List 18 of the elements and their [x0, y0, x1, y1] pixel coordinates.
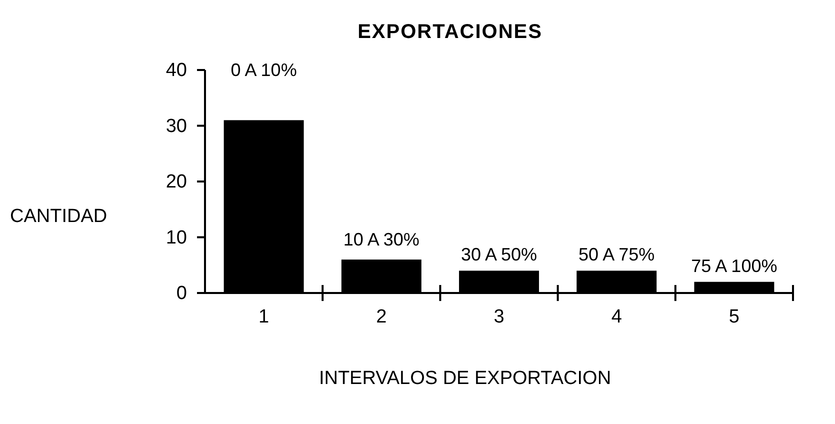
- x-tick-label: 4: [611, 306, 622, 328]
- y-tick-label: 0: [176, 283, 187, 304]
- y-tick-label: 30: [166, 116, 187, 137]
- x-tick-label: 2: [376, 306, 387, 328]
- y-tick-label: 10: [166, 227, 187, 248]
- annotation: 50 A 75%: [578, 244, 655, 265]
- chart-title: EXPORTACIONES: [358, 21, 542, 43]
- y-tick-label: 20: [166, 172, 187, 193]
- y-tick-label: 40: [166, 60, 187, 82]
- annotation: 30 A 50%: [460, 244, 538, 265]
- annotation: 0 A 10%: [230, 60, 297, 80]
- x-tick-label: 3: [494, 306, 504, 328]
- annotation: 75 A 100%: [691, 256, 778, 276]
- annotation: 10 A 30%: [343, 230, 420, 250]
- x-axis-title: INTERVALOS DE EXPORTACION: [318, 368, 612, 389]
- x-tick-label: 5: [728, 306, 740, 328]
- y-axis-title: CANTIDAD: [10, 206, 108, 227]
- x-tick-label: 1: [258, 306, 270, 328]
